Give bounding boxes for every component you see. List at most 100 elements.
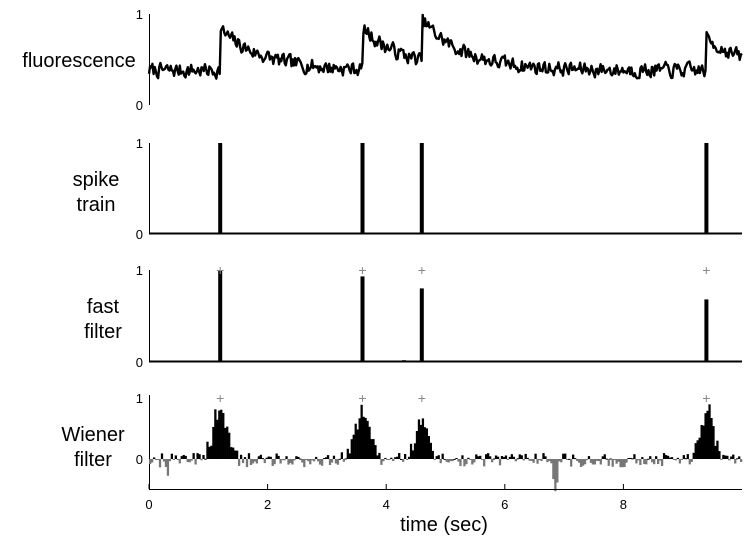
wiener-filter-bar-267 [676,457,680,459]
wiener-filter-bar-200 [544,456,547,459]
wiener-filter-bar-98 [342,459,345,462]
wiener-filter-bar-87 [320,459,324,466]
wiener-filter-bar-257 [657,459,660,464]
wiener-filter-bar-290 [722,454,725,459]
wiener-filter-bar-41 [230,447,233,459]
wiener-filter-bar-271 [684,458,687,460]
wiener-filter-bar-35 [218,410,221,459]
wiener-filter-bar-55 [257,456,260,459]
wiener-filter-bar-249 [641,457,644,459]
wiener-filter-bar-235 [613,459,616,461]
wiener-filter-bar-151 [447,459,450,463]
wiener-filter-bar-213 [570,459,573,467]
wiener-filter-ylabel-line-1: Wiener [61,424,125,446]
wiener-filter-bar-134 [413,443,417,459]
wiener-filter-bar-238 [619,459,622,468]
wiener-filter-bar-91 [328,459,332,465]
wiener-filter-bar-128 [402,459,405,462]
x-ticks: 0 2 4 6 8 [145,484,627,512]
wiener-filter-bar-17 [182,455,185,459]
wiener-filter-bar-189 [522,459,525,461]
wiener-filter-bar-47 [241,459,245,464]
fast-filter-marker-1: + [358,262,366,278]
wiener-filter-bar-5 [158,459,162,468]
wiener-filter-bar-160 [465,459,468,465]
wiener-filter-bar-226 [595,459,599,461]
wiener-filter-bar-61 [269,456,272,459]
wiener-filter-bar-245 [633,454,636,459]
wiener-filter-bar-42 [232,447,235,459]
wiener-filter-bar-291 [724,455,727,459]
wiener-filter-bar-177 [498,459,502,466]
wiener-filter-bar-141 [427,436,430,459]
wiener-filter-bar-264 [670,457,674,459]
wiener-filter-bar-288 [718,451,721,459]
wiener-filter-bar-242 [627,458,630,459]
wiener-filter-bar-180 [504,455,508,459]
wiener-filter-bar-11 [170,453,174,459]
wiener-filter-bar-60 [267,456,270,459]
wiener-filter-bar-69 [285,456,288,459]
wiener-filter-bar-284 [710,418,713,459]
fluorescence-ytick-1: 1 [136,7,143,22]
wiener-filter-bar-24 [196,453,199,459]
wiener-filter-bar-22 [192,453,195,459]
wiener-filter-bar-154 [453,458,456,460]
wiener-filter-bar-77 [301,459,304,463]
wiener-filter-bar-43 [234,450,237,459]
wiener-filter-bar-282 [706,410,709,459]
wiener-filter-bar-240 [623,459,626,467]
wiener-filter-bar-75 [297,456,300,459]
wiener-filter-bar-176 [496,456,500,459]
wiener-filter-bar-139 [423,427,427,459]
wiener-filter-marker-2: + [418,390,426,406]
wiener-filter-bar-253 [649,456,652,459]
wiener-filter-bar-39 [226,426,229,459]
fast-filter-ytick-0: 0 [136,355,143,370]
wiener-filter-bar-159 [463,459,466,467]
wiener-filter-bar-243 [629,457,632,459]
wiener-filter-bar-57 [261,458,264,460]
wiener-filter-bar-173 [490,459,494,463]
wiener-filter-bar-148 [441,453,444,459]
wiener-filter-bar-184 [512,456,515,459]
fast-filter-ylabel-line-2: filter [84,321,122,343]
wiener-filter-bar-297 [736,458,739,460]
wiener-filter-bar-76 [299,458,302,460]
wiener-filter-bar-244 [631,458,634,460]
wiener-filter-ytick-1: 1 [136,391,143,406]
wiener-filter-bar-51 [249,459,253,465]
wiener-filter-bar-106 [358,418,361,459]
wiener-filter-bar-175 [494,455,498,459]
spike-train-ytick-0: 0 [136,227,143,242]
wiener-filter-bar-63 [273,459,276,465]
wiener-filter-bar-231 [605,458,608,460]
wiener-filter-bar-3 [154,459,158,460]
wiener-filter-bar-44 [235,450,239,459]
wiener-filter-ylabel: Wiener filter [61,424,125,471]
wiener-filter-bar-217 [577,459,581,463]
wiener-filter-bar-30 [208,446,211,459]
wiener-filter-bar-221 [585,459,589,461]
wiener-filter-bar-229 [601,456,604,459]
wiener-filter-bar-99 [344,458,347,460]
wiener-filter-bar-208 [560,459,563,463]
wiener-filter-bar-113 [372,439,375,459]
wiener-filter-bar-68 [283,459,286,461]
wiener-filter-bar-21 [190,459,193,461]
wiener-filter-ytick-0: 0 [136,452,143,467]
wiener-filter-bar-237 [617,459,620,462]
fast-filter-markers: + + + + [216,262,710,278]
wiener-filter-bar-15 [178,459,181,464]
wiener-filter-bar-251 [645,459,648,465]
wiener-filter-bar-216 [575,459,579,461]
wiener-filter-bar-20 [188,459,191,463]
wiener-filter-bar-285 [712,426,715,459]
wiener-filter-bar-146 [437,455,440,459]
wiener-filter-bar-131 [407,456,411,459]
wiener-filter-bar-209 [562,453,565,459]
x-tick-label-0: 0 [145,497,152,512]
wiener-filter-bar-248 [639,459,642,465]
wiener-filter-bar-126 [398,453,401,459]
wiener-filter-bar-137 [419,424,423,459]
